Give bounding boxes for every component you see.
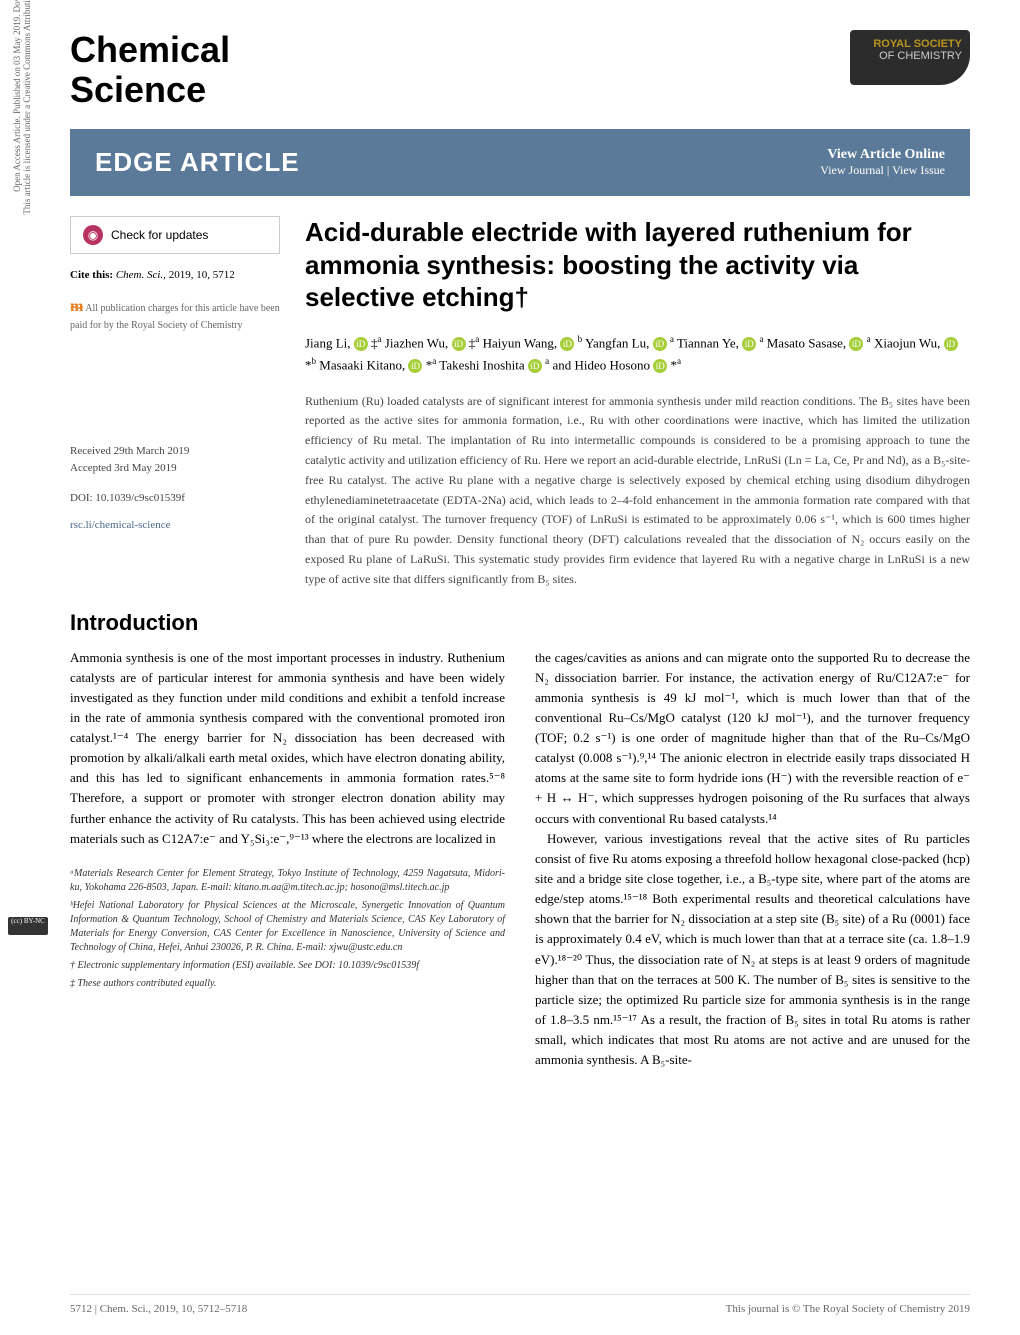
orcid-icon[interactable]: iD — [408, 359, 422, 373]
open-access-icon: ᵯ — [70, 298, 83, 315]
orcid-icon[interactable]: iD — [742, 337, 756, 351]
journal-title: ChemicalScience — [70, 30, 230, 109]
rsc-li-link[interactable]: rsc.li/chemical-science — [70, 517, 280, 535]
orcid-icon[interactable]: iD — [944, 337, 958, 351]
edge-article-label: EDGE ARTICLE — [95, 147, 300, 178]
orcid-icon[interactable]: iD — [560, 337, 574, 351]
page-footer: 5712 | Chem. Sci., 2019, 10, 5712–5718 T… — [70, 1294, 970, 1315]
sidebar-access-text: Open Access Article. Published on 03 May… — [12, 0, 32, 280]
orcid-icon[interactable]: iD — [354, 337, 368, 351]
doi[interactable]: DOI: 10.1039/c9sc01539f — [70, 490, 280, 508]
check-updates-button[interactable]: ◉ Check for updates — [70, 216, 280, 254]
body-column-right: the cages/cavities as anions and can mig… — [535, 648, 970, 1071]
dates-block: Received 29th March 2019 Accepted 3rd Ma… — [70, 443, 280, 535]
license-badge: (cc) BY-NC — [8, 917, 48, 935]
orcid-icon[interactable]: iD — [849, 337, 863, 351]
orcid-icon[interactable]: iD — [452, 337, 466, 351]
introduction-heading: Introduction — [70, 610, 970, 636]
body-column-left: Ammonia synthesis is one of the most imp… — [70, 648, 505, 1071]
authors-list: Jiang Li, iD ‡a Jiazhen Wu, iD ‡a Haiyun… — [305, 332, 970, 377]
footer-left: 5712 | Chem. Sci., 2019, 10, 5712–5718 — [70, 1303, 247, 1315]
edge-article-bar: EDGE ARTICLE View Article Online View Jo… — [70, 129, 970, 196]
footer-right: This journal is © The Royal Society of C… — [726, 1303, 970, 1315]
orcid-icon[interactable]: iD — [653, 359, 667, 373]
affiliations-footnotes: ᵃMaterials Research Center for Element S… — [70, 867, 505, 991]
citation: Cite this: Chem. Sci., 2019, 10, 5712 — [70, 269, 280, 281]
paper-title: Acid-durable electride with layered ruth… — [305, 216, 970, 314]
orcid-icon[interactable]: iD — [528, 359, 542, 373]
open-access-note: ᵯ All publication charges for this artic… — [70, 296, 280, 332]
view-links[interactable]: View Article Online View Journal | View … — [820, 147, 945, 178]
rsc-logo: ROYAL SOCIETY OF CHEMISTRY — [850, 30, 970, 85]
orcid-icon[interactable]: iD — [653, 337, 667, 351]
abstract: Ruthenium (Ru) loaded catalysts are of s… — [305, 392, 970, 590]
crossmark-icon: ◉ — [83, 225, 103, 245]
